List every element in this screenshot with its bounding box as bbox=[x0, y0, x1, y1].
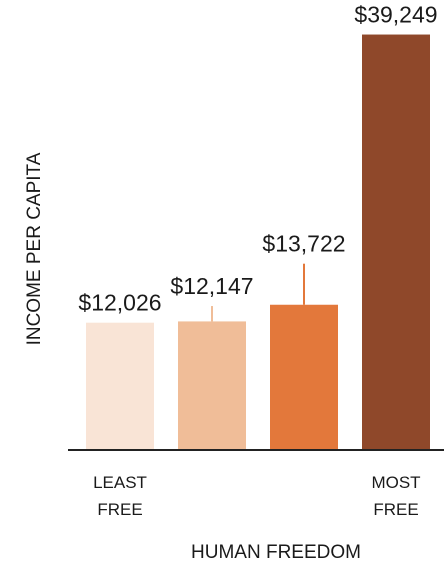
value-labels-layer: $12,026 $12,147 $13,722 $39,249 bbox=[78, 2, 437, 316]
category-label-3-1: FREE bbox=[373, 500, 418, 519]
value-label-3: $39,249 bbox=[354, 2, 437, 28]
value-label-0: $12,026 bbox=[78, 290, 161, 316]
y-axis-title: INCOME PER CAPITA bbox=[24, 152, 45, 345]
error-bars-layer bbox=[211, 263, 305, 322]
value-label-2: $13,722 bbox=[262, 231, 345, 257]
bar-1 bbox=[178, 321, 246, 450]
bar-2 bbox=[270, 304, 338, 450]
category-label-0-0: LEAST bbox=[93, 473, 147, 492]
bar-3 bbox=[362, 34, 430, 451]
category-label-3-0: MOST bbox=[371, 473, 420, 492]
bars-layer bbox=[86, 34, 430, 451]
x-axis-title: HUMAN FREEDOM bbox=[191, 542, 361, 563]
bar-0 bbox=[86, 322, 154, 450]
category-labels-layer: LEAST FREE MOST FREE bbox=[93, 473, 420, 519]
category-label-0-1: FREE bbox=[97, 500, 142, 519]
value-label-1: $12,147 bbox=[170, 273, 253, 299]
